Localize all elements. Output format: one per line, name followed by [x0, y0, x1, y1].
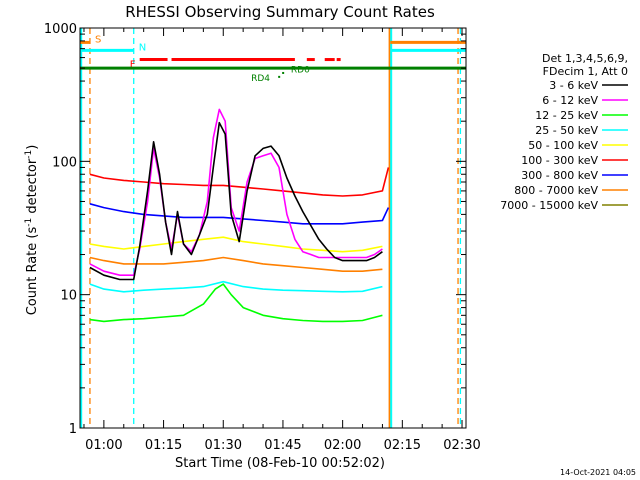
series-line-6-12keV: [89, 108, 383, 277]
legend-label-1: 6 - 12 keV: [542, 94, 598, 107]
legend-header-0: Det 1,3,4,5,6,9,: [542, 52, 628, 65]
x-axis-label: Start Time (08-Feb-10 00:52:02): [175, 456, 385, 471]
series-lines: [89, 108, 390, 323]
plot-frame: [79, 27, 467, 429]
y-tick-label-1: 10: [60, 289, 77, 304]
annotation-rd4-dot: [278, 75, 281, 78]
x-tick-label-4: 02:00: [324, 438, 361, 453]
series-line-100-300keV: [89, 167, 390, 197]
legend-header-1: FDecim 1, Att 0: [543, 65, 628, 78]
y-axis-ticks: 1 10 100 1000: [44, 22, 466, 437]
y-tick-label-0: 1: [69, 422, 77, 437]
flag-bars: S NF RD0 RD4: [80, 34, 466, 84]
vertical-markers: [80, 28, 462, 428]
annotation-rd0-dot: [282, 71, 285, 74]
x-tick-label-1: 01:15: [145, 438, 182, 453]
chart-title: RHESSI Observing Summary Count Rates: [125, 3, 435, 21]
timestamp-label: 14-Oct-2021 04:05: [560, 468, 636, 477]
series-line-3-6keV: [89, 121, 383, 281]
annotation-rd4: RD4: [251, 74, 270, 84]
flag-label-N: N: [139, 42, 146, 53]
legend-label-2: 12 - 25 keV: [535, 109, 598, 122]
x-axis-ticks: 01:00 01:15 01:30 01:45 02:00 02:15 02:30: [83, 28, 481, 453]
legend: Det 1,3,4,5,6,9,FDecim 1, Att 03 - 6 keV…: [500, 52, 628, 212]
x-tick-label-2: 01:30: [205, 438, 242, 453]
legend-label-8: 7000 - 15000 keV: [500, 199, 598, 212]
series-line-12-25keV: [89, 283, 383, 323]
x-tick-label-3: 01:45: [264, 438, 301, 453]
y-tick-label-3: 1000: [44, 22, 77, 37]
legend-label-4: 50 - 100 keV: [528, 139, 598, 152]
x-tick-label-5: 02:15: [384, 438, 421, 453]
flag-label-F: F: [130, 60, 136, 71]
x-tick-label-0: 01:00: [85, 438, 122, 453]
annotation-rd0: RD0: [291, 66, 310, 76]
legend-label-0: 3 - 6 keV: [549, 79, 598, 92]
y-tick-label-2: 100: [52, 155, 77, 170]
legend-label-6: 300 - 800 keV: [521, 169, 598, 182]
series-line-50-100keV: [89, 236, 383, 253]
x-tick-label-6: 02:30: [443, 438, 480, 453]
series-line-25-50keV: [89, 280, 383, 293]
legend-label-3: 25 - 50 keV: [535, 124, 598, 137]
legend-label-7: 800 - 7000 keV: [514, 184, 598, 197]
flag-label-S: S: [95, 34, 101, 45]
y-axis-label: Count Rate (s-1 detector-1): [24, 145, 40, 316]
series-line-800-7000keV: [89, 256, 383, 273]
legend-label-5: 100 - 300 keV: [521, 154, 598, 167]
